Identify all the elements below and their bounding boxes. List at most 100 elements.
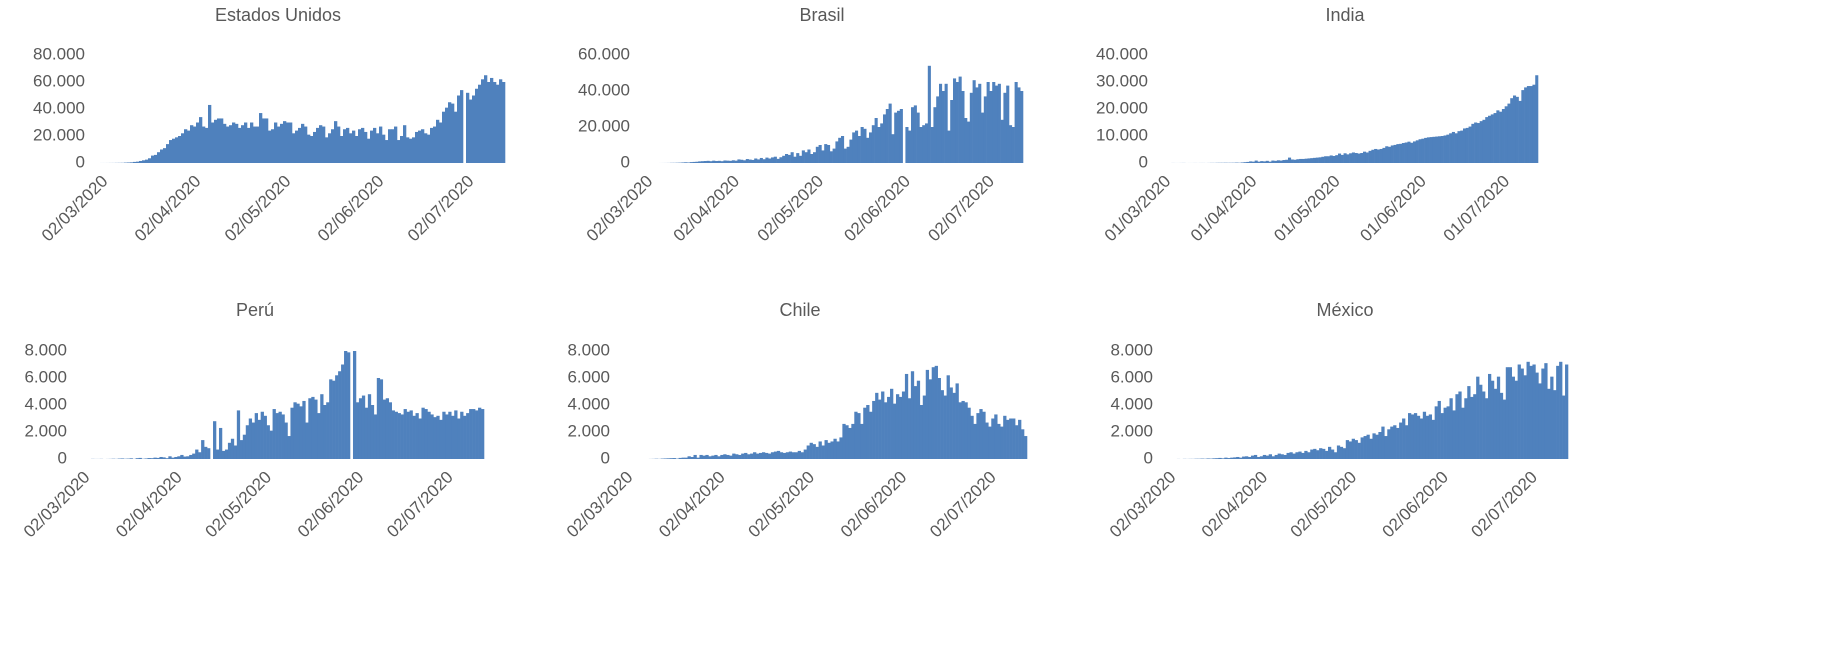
bar <box>801 150 805 163</box>
bar <box>1418 139 1422 163</box>
bar <box>1329 155 1333 163</box>
y-tick-label: 6.000 <box>24 367 67 386</box>
bar <box>701 161 705 163</box>
bar <box>409 410 413 459</box>
y-tick-label: 20.000 <box>1096 98 1148 117</box>
bar <box>1422 411 1427 459</box>
bar <box>1340 154 1344 163</box>
bar <box>1368 150 1372 163</box>
bar <box>928 379 933 459</box>
bar <box>317 413 321 459</box>
bar <box>1565 364 1569 459</box>
bar <box>319 125 323 163</box>
bar <box>729 455 733 459</box>
bar <box>1333 452 1338 459</box>
bar <box>913 386 918 459</box>
bar <box>1532 84 1536 163</box>
y-tick-label: 30.000 <box>1096 71 1148 90</box>
y-tick-label: 20.000 <box>33 125 85 144</box>
bar <box>352 130 356 163</box>
bar <box>135 458 139 459</box>
x-tick-label: 01/06/2020 <box>1356 172 1430 246</box>
bar <box>709 161 713 163</box>
bar <box>223 123 227 163</box>
bar <box>199 117 203 163</box>
bar <box>925 369 930 459</box>
bar <box>397 140 401 163</box>
bar <box>1547 388 1551 459</box>
bar <box>201 440 205 459</box>
bar <box>286 122 290 163</box>
bar <box>1474 122 1478 163</box>
chart-title: Perú <box>236 300 274 320</box>
y-tick-label: 0 <box>621 152 630 171</box>
chart-panel: India 0 10.000 20.000 30.000 40.000 01/03/2020… <box>1096 5 1539 246</box>
bar <box>1408 413 1412 459</box>
bar <box>1387 429 1391 459</box>
bar <box>967 121 971 163</box>
bar <box>827 145 831 163</box>
bar <box>815 146 819 163</box>
bar <box>1316 450 1320 459</box>
bar <box>1357 442 1361 459</box>
bar <box>969 92 973 163</box>
y-tick-label: 10.000 <box>1096 125 1148 144</box>
bar <box>1268 454 1273 459</box>
bar <box>412 137 416 163</box>
bar <box>289 122 293 163</box>
bar <box>875 392 879 459</box>
bar <box>1435 136 1439 163</box>
bar <box>881 391 885 459</box>
x-tick-label: 02/05/2020 <box>754 172 828 246</box>
bar <box>1360 153 1364 163</box>
bar <box>1263 161 1267 163</box>
bar <box>343 129 347 163</box>
bar <box>747 454 751 459</box>
bar <box>168 456 172 459</box>
bar <box>481 409 485 459</box>
bar <box>1346 154 1350 163</box>
y-tick-label: 60.000 <box>578 44 630 63</box>
bar <box>466 413 470 459</box>
bar <box>232 122 236 163</box>
bar <box>262 118 266 163</box>
bar <box>687 162 691 163</box>
bar <box>1260 161 1264 163</box>
bar <box>1446 134 1450 163</box>
bar <box>1518 100 1522 163</box>
bar <box>1248 456 1252 459</box>
bar <box>1499 111 1503 163</box>
bar <box>669 458 673 459</box>
bar <box>768 158 772 163</box>
bar <box>251 422 256 459</box>
bar <box>988 426 992 459</box>
bar <box>761 452 766 459</box>
chart-panel: Brasil 0 20.000 40.000 60.000 02/03/2020 02/04… <box>578 5 1024 246</box>
bar <box>1390 145 1394 163</box>
bar <box>1517 364 1521 459</box>
bar <box>281 414 285 459</box>
bar <box>1425 415 1430 459</box>
bar <box>732 453 736 459</box>
bar <box>433 126 437 163</box>
bar <box>855 130 859 163</box>
bar <box>130 162 134 163</box>
bar <box>427 411 431 459</box>
bar <box>919 405 924 459</box>
bar <box>218 427 223 459</box>
bar <box>1449 398 1453 459</box>
x-tick-label: 02/06/2020 <box>294 468 368 542</box>
y-tick-label: 4.000 <box>1110 394 1153 413</box>
bar <box>295 130 299 163</box>
bar <box>145 159 149 163</box>
bar <box>259 113 263 163</box>
bar <box>681 457 685 459</box>
bar <box>382 134 386 163</box>
bar <box>293 402 297 459</box>
bar <box>490 77 494 163</box>
bar <box>765 157 769 163</box>
bar <box>153 457 157 459</box>
bar <box>1239 457 1243 459</box>
bar <box>502 82 506 163</box>
bar <box>394 411 398 459</box>
